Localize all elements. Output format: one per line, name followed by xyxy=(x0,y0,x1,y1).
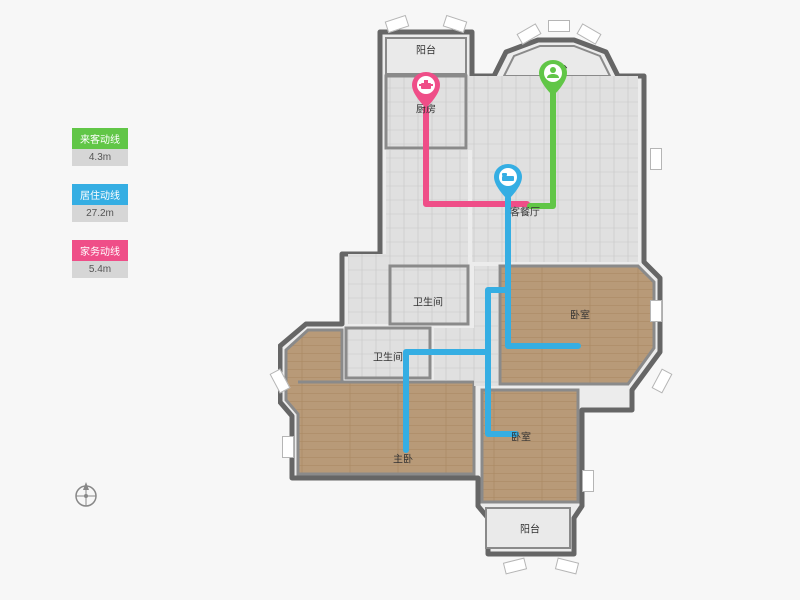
window-icon xyxy=(548,20,570,32)
legend: 来客动线 4.3m 居住动线 27.2m 家务动线 5.4m xyxy=(72,128,128,296)
legend-item-living: 居住动线 27.2m xyxy=(72,184,128,222)
legend-item-guest: 来客动线 4.3m xyxy=(72,128,128,166)
compass-icon xyxy=(70,478,102,510)
window-icon xyxy=(282,436,294,458)
window-icon xyxy=(582,470,594,492)
legend-label: 居住动线 xyxy=(72,184,128,205)
room-bedroom-right xyxy=(500,266,654,384)
legend-value: 5.4m xyxy=(72,261,128,278)
living-marker-icon xyxy=(494,164,522,200)
room-balcony-bottom xyxy=(486,508,570,548)
window-icon xyxy=(650,300,662,322)
room-balcony-top-left xyxy=(386,38,466,74)
legend-label: 来客动线 xyxy=(72,128,128,149)
legend-label: 家务动线 xyxy=(72,240,128,261)
room-bath1 xyxy=(390,266,468,324)
kitchen-marker-icon xyxy=(412,72,440,108)
plan-svg xyxy=(278,18,670,584)
legend-item-service: 家务动线 5.4m xyxy=(72,240,128,278)
window-icon xyxy=(650,148,662,170)
legend-value: 27.2m xyxy=(72,205,128,222)
floor-plan: 阳台 阳台 厨房 客餐厅 卫生间 卫生间 卧室 卧室 主卧 阳台 xyxy=(278,18,670,584)
guest-marker-icon xyxy=(539,60,567,96)
legend-value: 4.3m xyxy=(72,149,128,166)
room-bedroom-mid xyxy=(482,390,578,502)
